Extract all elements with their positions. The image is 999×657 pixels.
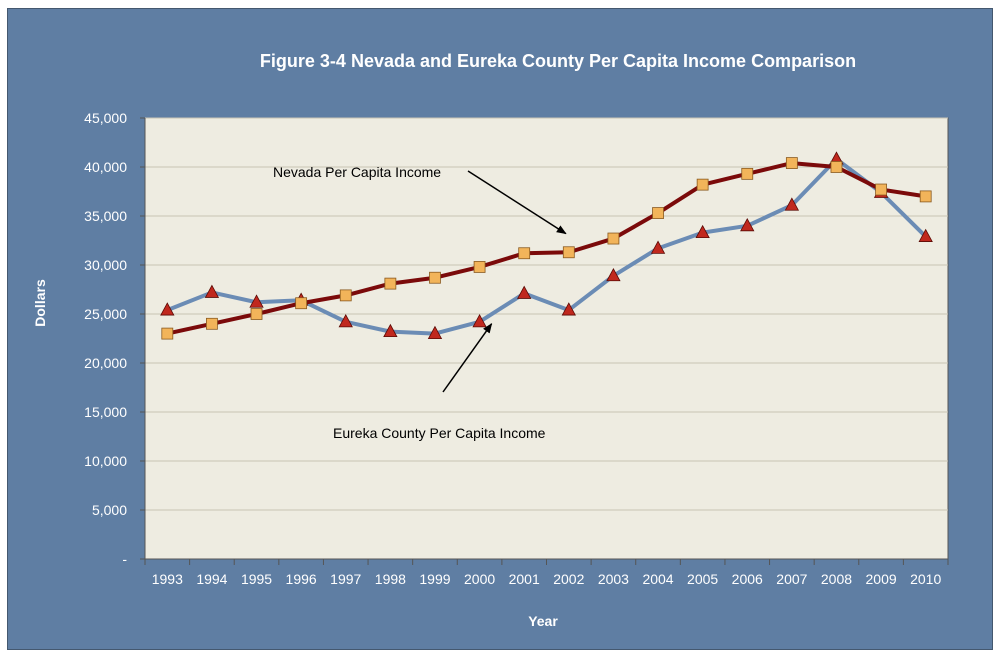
data-point <box>338 314 353 328</box>
data-point <box>650 240 666 254</box>
eureka-annotation-label: Eureka County Per Capita Income <box>333 425 546 441</box>
data-point <box>919 190 932 203</box>
nevada-annotation-arrow <box>467 170 567 235</box>
x-tick-label: 2005 <box>687 571 718 587</box>
y-tick-label: 5,000 <box>92 502 127 518</box>
x-tick-label: 2000 <box>464 571 495 587</box>
x-tick-labels: 1993 1994 1995 1996 1997 1998 1999 2000 2001 2002… <box>152 571 942 587</box>
data-point <box>160 302 175 316</box>
data-point <box>472 314 487 328</box>
data-point <box>427 325 443 340</box>
x-tick-label: 1994 <box>196 571 227 587</box>
data-point <box>206 317 218 330</box>
axes <box>144 118 949 565</box>
y-tick-label: 20,000 <box>84 355 127 371</box>
data-point <box>295 297 308 310</box>
x-tick-label: 2003 <box>598 571 629 587</box>
data-point <box>785 157 798 169</box>
eureka-annotation-arrow <box>442 322 493 393</box>
data-point <box>606 267 621 282</box>
data-point <box>204 284 220 298</box>
plot-area <box>144 117 949 560</box>
x-tick-label: 2009 <box>866 571 897 587</box>
data-point <box>250 308 263 320</box>
x-tick-label: 2001 <box>509 571 540 587</box>
y-tick-label: 30,000 <box>84 257 127 273</box>
data-point <box>383 323 398 338</box>
data-point <box>429 271 441 284</box>
series-layer <box>160 151 933 340</box>
data-point <box>740 217 755 232</box>
y-tick-label: 10,000 <box>84 453 127 469</box>
x-axis-label: Year <box>528 613 558 629</box>
x-tick-label: 2008 <box>821 571 852 587</box>
y-tick-label: 25,000 <box>84 306 127 322</box>
annotations: Nevada Per Capita Income Eureka County Pe… <box>273 164 567 441</box>
data-point <box>384 277 397 290</box>
data-point <box>517 285 532 299</box>
data-point <box>339 289 352 302</box>
x-tick-label: 2007 <box>776 571 807 587</box>
data-point <box>830 161 843 173</box>
data-point <box>473 261 486 273</box>
data-point <box>695 224 710 239</box>
x-tick-label: 1999 <box>419 571 450 587</box>
y-tick-label: 40,000 <box>84 159 127 175</box>
data-point <box>784 197 800 211</box>
series-line <box>166 157 928 336</box>
series-1 <box>161 157 932 340</box>
data-point <box>607 232 620 245</box>
data-point <box>249 294 264 308</box>
data-point <box>918 228 933 242</box>
y-tick-label: - <box>122 551 127 567</box>
y-tick-labels: - 5,000 10,000 15,000 20,000 25,000 30,000 35,0… <box>84 110 127 567</box>
series-0 <box>160 151 933 340</box>
data-point <box>561 302 576 316</box>
series-line <box>166 161 926 336</box>
data-point <box>562 246 575 259</box>
data-point <box>696 178 709 191</box>
y-tick-label: 45,000 <box>84 110 127 126</box>
x-tick-label: 2002 <box>553 571 584 587</box>
chart-title: Figure 3-4 Nevada and Eureka County Per … <box>260 51 856 71</box>
x-tick-label: 2004 <box>642 571 673 587</box>
y-axis-label: Dollars <box>32 279 48 327</box>
x-tick-label: 1995 <box>241 571 272 587</box>
x-tick-label: 2006 <box>732 571 763 587</box>
y-tick-label: 35,000 <box>84 208 127 224</box>
nevada-annotation-label: Nevada Per Capita Income <box>273 164 441 180</box>
data-point <box>652 207 664 219</box>
x-tick-label: 1998 <box>375 571 406 587</box>
x-tick-label: 2010 <box>910 571 941 587</box>
x-tick-label: 1993 <box>152 571 183 587</box>
data-point <box>875 183 887 196</box>
y-tick-label: 15,000 <box>84 404 127 420</box>
x-tick-label: 1997 <box>330 571 361 587</box>
x-tick-label: 1996 <box>286 571 317 587</box>
data-point <box>518 247 531 260</box>
data-point <box>161 327 174 340</box>
data-point <box>741 167 754 180</box>
